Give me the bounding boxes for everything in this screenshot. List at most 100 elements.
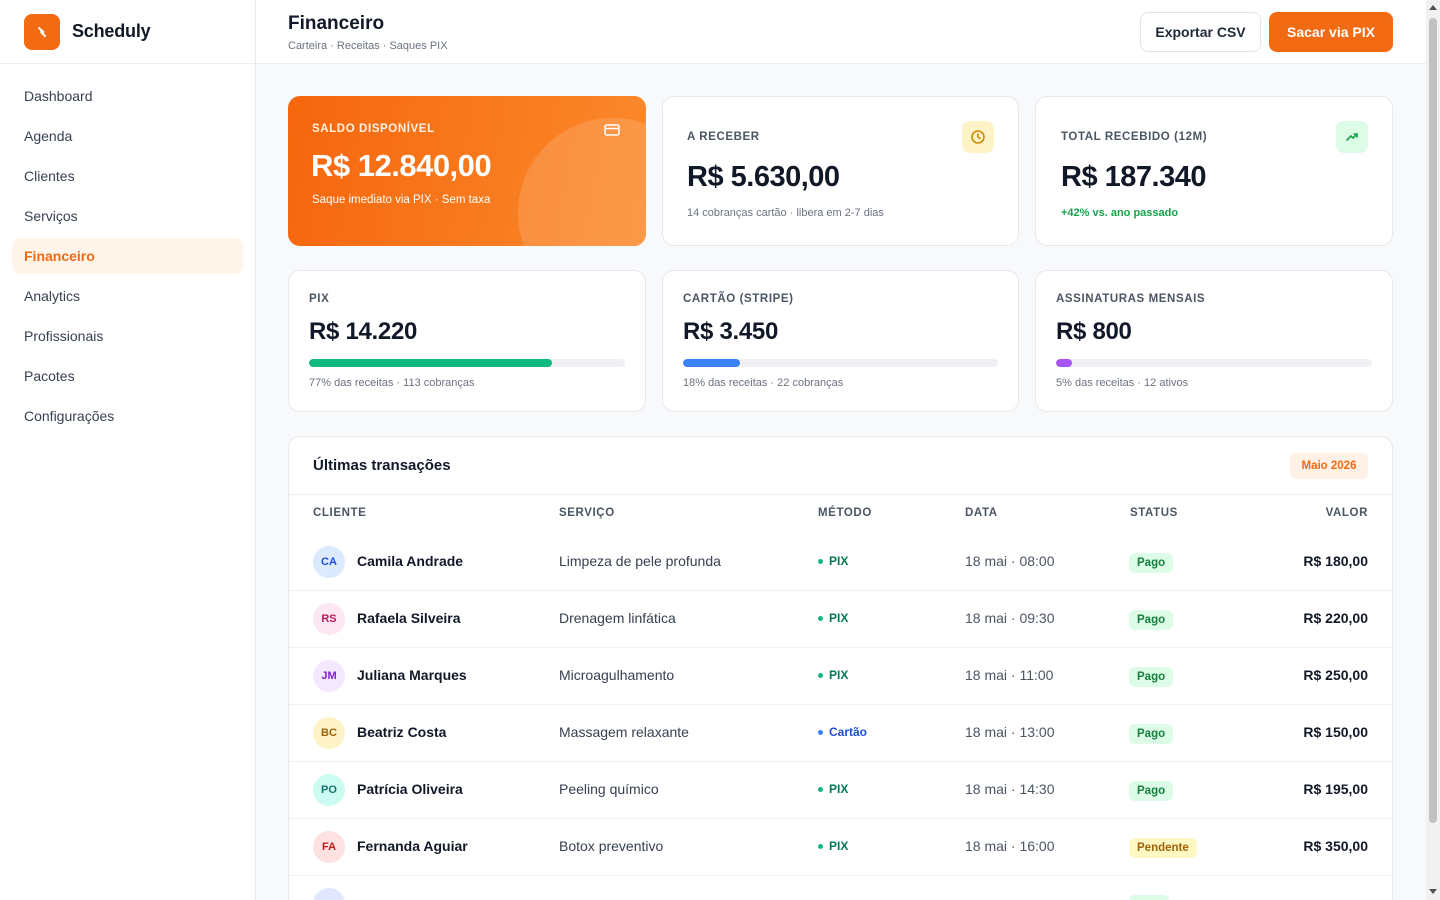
page-title: Financeiro [288,13,385,34]
progress-bar [683,359,998,367]
sidebar-item-dashboard[interactable]: Dashboard [24,88,93,104]
clock-icon [962,121,994,153]
scrollbar[interactable] [1426,0,1440,900]
method-value: R$ 14.220 [309,318,418,345]
avatar-initials: FA [321,841,337,853]
method-label: Cartão (Stripe) [683,293,794,305]
sidebar-item-agenda[interactable]: Agenda [24,128,73,144]
avatar: FA [313,831,345,863]
client-name[interactable]: Patrícia Oliveira [357,781,463,797]
transaction-value: R$ 150,00 [1303,724,1368,740]
client-name[interactable]: Fernanda Aguiar [357,838,468,854]
table-row[interactable]: PO Patrícia Oliveira Peeling químico PIX 18 … [289,762,1392,819]
wallet-icon [596,114,628,146]
client-name[interactable]: Camila Andrade [357,553,464,569]
sidebar-nav: Dashboard Agenda Clientes Serviços Finan… [0,64,255,434]
transaction-value: R$ 350,00 [1303,838,1368,854]
client-name[interactable]: Beatriz Costa [357,724,447,740]
progress-bar [309,359,625,367]
method-dot-icon [818,843,823,849]
method-card-pix: PIX R$ 14.220 77% das receitas · 113 cob… [288,270,646,412]
logo-icon [24,13,60,50]
status-badge: Pago [1129,667,1174,687]
table-row[interactable]: BC Beatriz Costa Massagem relaxante Cartão 1… [289,705,1392,762]
payment-method: PIX [818,554,848,568]
service-name: Drenagem linfática [559,610,676,626]
client-name[interactable]: Juliana Marques [357,667,467,683]
brand-name: Scheduly [72,21,151,41]
sidebar-item-pacotes[interactable]: Pacotes [24,368,75,384]
avatar [313,888,345,900]
table-row[interactable]: JM Juliana Marques Microagulhamento PIX 18 m… [289,648,1392,705]
scrollbar-thumb[interactable] [1429,18,1437,823]
sidebar-item-profissionais[interactable]: Profissionais [24,328,104,344]
balance-label: Saldo disponível [312,123,435,135]
status-badge: Pago [1129,724,1174,744]
column-header-client[interactable]: CLIENTE [313,507,367,519]
sidebar-item-clientes[interactable]: Clientes [24,168,75,184]
status-badge: Pendente [1129,838,1197,858]
column-header-value[interactable]: VALOR [1325,507,1368,519]
method-dot-icon [818,558,823,564]
table-row[interactable]: CA Camila Andrade Limpeza de pele profunda… [289,534,1392,591]
method-label: PIX [829,839,849,853]
receivable-card: A receber R$ 5.630,00 14 cobranças cartã… [662,96,1019,246]
avatar: JM [313,660,345,692]
transaction-date: 18 mai · 08:00 [965,553,1055,569]
status-badge: Pago [1129,553,1174,573]
method-note: 18% das receitas · 22 cobranças [683,377,844,389]
scroll-down-arrow-icon[interactable] [1429,889,1437,894]
page-header: Financeiro Carteira · Receitas · Saques … [256,0,1426,64]
avatar: PO [313,774,345,806]
balance-value: R$ 12.840,00 [311,148,492,183]
payment-method: PIX [818,611,848,625]
method-label: PIX [829,611,849,625]
export-csv-button[interactable]: Exportar CSV [1140,12,1261,52]
transactions-table: Últimas transações Maio 2026 CLIENTE SER… [288,436,1393,900]
transaction-value: R$ 220,00 [1303,610,1368,626]
method-label: PIX [309,293,330,305]
method-dot-icon [818,672,823,678]
table-row[interactable] [289,876,1392,900]
avatar-initials: JM [321,670,337,682]
method-label: PIX [829,782,849,796]
column-header-date[interactable]: DATA [965,507,998,519]
receivable-value: R$ 5.630,00 [687,161,840,193]
table-row[interactable]: FA Fernanda Aguiar Botox preventivo PIX 18 m… [289,819,1392,876]
transaction-date: 18 mai · 11:00 [965,667,1054,683]
brand[interactable]: Scheduly [0,0,255,64]
payment-method: PIX [818,839,848,853]
month-badge[interactable]: Maio 2026 [1290,453,1368,479]
total-received-card: Total recebido (12m) R$ 187.340 +42% vs.… [1035,96,1393,246]
progress-fill [309,359,553,367]
payment-method: Cartão [818,725,867,739]
transaction-value: R$ 250,00 [1303,667,1368,683]
withdraw-pix-button[interactable]: Sacar via PIX [1269,12,1393,52]
sidebar-item-analytics[interactable]: Analytics [24,288,81,304]
transaction-value: R$ 180,00 [1303,553,1368,569]
column-header-service[interactable]: SERVIÇO [559,507,615,519]
sidebar-item-configuracoes[interactable]: Configurações [24,408,115,424]
payment-method: PIX [818,668,848,682]
scroll-up-arrow-icon[interactable] [1429,5,1437,10]
method-note: 5% das receitas · 12 ativos [1056,377,1189,389]
method-card-subscriptions: Assinaturas mensais R$ 800 5% das receit… [1035,270,1393,412]
total-label: Total recebido (12m) [1061,131,1208,143]
table-title: Últimas transações [313,457,451,474]
client-name[interactable]: Rafaela Silveira [357,610,461,626]
status-badge: Pago [1129,781,1174,801]
transaction-date: 18 mai · 14:30 [965,781,1055,797]
sidebar-item-financeiro[interactable]: Financeiro [12,238,243,274]
progress-fill [1056,359,1072,367]
service-name: Massagem relaxante [559,724,689,740]
avatar: RS [313,603,345,635]
sidebar-item-servicos[interactable]: Serviços [24,208,78,224]
method-card-card: Cartão (Stripe) R$ 3.450 18% das receita… [662,270,1019,412]
table-row[interactable]: RS Rafaela Silveira Drenagem linfática PIX 1… [289,591,1392,648]
total-growth: +42% vs. ano passado [1061,207,1179,219]
balance-card: Saldo disponível R$ 12.840,00 Saque imed… [288,96,646,246]
status-badge [1129,895,1169,900]
column-header-status[interactable]: STATUS [1130,507,1178,519]
method-label: PIX [829,554,849,568]
column-header-method[interactable]: MÉTODO [818,507,872,519]
